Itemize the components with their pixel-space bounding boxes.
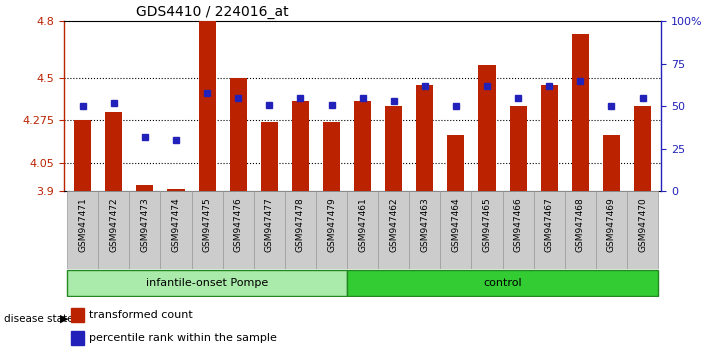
- Bar: [323, 122, 340, 191]
- Text: GSM947476: GSM947476: [234, 198, 242, 252]
- Text: disease state: disease state: [4, 314, 73, 324]
- Text: ▶: ▶: [60, 314, 69, 324]
- Text: GSM947477: GSM947477: [264, 198, 274, 252]
- FancyBboxPatch shape: [98, 191, 129, 269]
- FancyBboxPatch shape: [316, 191, 347, 269]
- Text: percentile rank within the sample: percentile rank within the sample: [89, 333, 277, 343]
- FancyBboxPatch shape: [440, 191, 471, 269]
- Bar: [105, 112, 122, 191]
- Bar: [230, 78, 247, 191]
- Bar: [447, 135, 464, 191]
- FancyBboxPatch shape: [129, 191, 161, 269]
- Bar: [385, 106, 402, 191]
- FancyBboxPatch shape: [254, 191, 285, 269]
- Text: GSM947475: GSM947475: [203, 198, 212, 252]
- Text: GSM947467: GSM947467: [545, 198, 554, 252]
- FancyBboxPatch shape: [565, 191, 596, 269]
- Text: GSM947479: GSM947479: [327, 198, 336, 252]
- Bar: [354, 101, 371, 191]
- FancyBboxPatch shape: [627, 191, 658, 269]
- Text: GSM947478: GSM947478: [296, 198, 305, 252]
- FancyBboxPatch shape: [223, 191, 254, 269]
- Text: GSM947465: GSM947465: [483, 198, 491, 252]
- FancyBboxPatch shape: [347, 270, 658, 296]
- FancyBboxPatch shape: [534, 191, 565, 269]
- FancyBboxPatch shape: [161, 191, 191, 269]
- Bar: [634, 106, 651, 191]
- Bar: [74, 120, 91, 191]
- Bar: [540, 85, 558, 191]
- Bar: [137, 185, 154, 191]
- Text: GSM947471: GSM947471: [78, 198, 87, 252]
- Text: GDS4410 / 224016_at: GDS4410 / 224016_at: [136, 5, 288, 19]
- Text: GSM947474: GSM947474: [171, 198, 181, 252]
- Bar: [292, 101, 309, 191]
- Bar: [510, 106, 527, 191]
- Text: GSM947468: GSM947468: [576, 198, 585, 252]
- Text: GSM947470: GSM947470: [638, 198, 647, 252]
- FancyBboxPatch shape: [285, 191, 316, 269]
- FancyBboxPatch shape: [596, 191, 627, 269]
- Text: GSM947472: GSM947472: [109, 198, 118, 252]
- FancyBboxPatch shape: [67, 191, 98, 269]
- FancyBboxPatch shape: [67, 270, 347, 296]
- Bar: [479, 65, 496, 191]
- FancyBboxPatch shape: [347, 191, 378, 269]
- Bar: [572, 34, 589, 191]
- FancyBboxPatch shape: [378, 191, 410, 269]
- Bar: [603, 135, 620, 191]
- Text: GSM947473: GSM947473: [140, 198, 149, 252]
- Bar: [198, 21, 215, 191]
- FancyBboxPatch shape: [471, 191, 503, 269]
- Bar: [416, 85, 434, 191]
- Text: transformed count: transformed count: [89, 310, 193, 320]
- Text: GSM947462: GSM947462: [389, 198, 398, 252]
- FancyBboxPatch shape: [191, 191, 223, 269]
- FancyBboxPatch shape: [503, 191, 534, 269]
- Bar: [261, 122, 278, 191]
- Text: infantile-onset Pompe: infantile-onset Pompe: [146, 278, 268, 288]
- Bar: [167, 189, 185, 191]
- Text: GSM947461: GSM947461: [358, 198, 367, 252]
- Text: GSM947469: GSM947469: [607, 198, 616, 252]
- Text: control: control: [483, 278, 522, 288]
- Text: GSM947466: GSM947466: [513, 198, 523, 252]
- Text: GSM947464: GSM947464: [451, 198, 461, 252]
- FancyBboxPatch shape: [410, 191, 440, 269]
- Text: GSM947463: GSM947463: [420, 198, 429, 252]
